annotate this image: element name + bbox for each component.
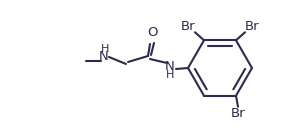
Text: N: N (165, 60, 175, 72)
Text: Br: Br (181, 20, 195, 33)
Text: H: H (101, 44, 109, 54)
Text: Br: Br (231, 107, 245, 120)
Text: N: N (99, 50, 109, 64)
Text: O: O (147, 27, 157, 39)
Text: Br: Br (245, 20, 259, 33)
Text: H: H (166, 70, 174, 80)
